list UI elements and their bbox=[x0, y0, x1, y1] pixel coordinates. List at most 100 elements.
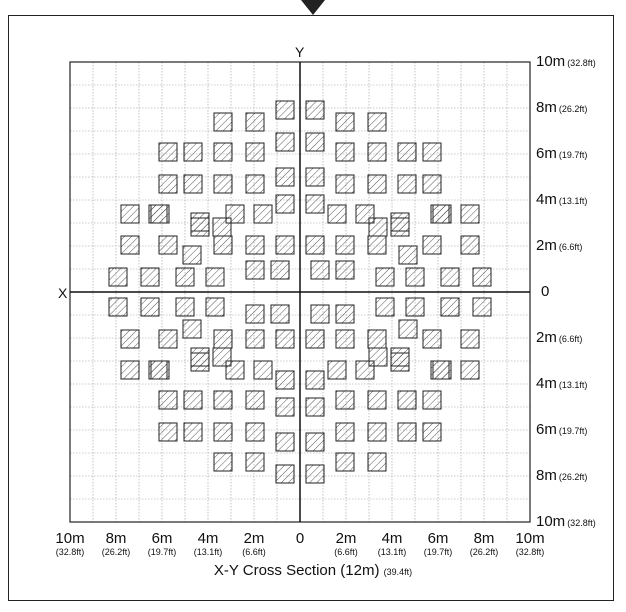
hatched-square bbox=[422, 329, 442, 349]
right-scale-sub: (19.7ft) bbox=[558, 150, 588, 160]
hatched-square bbox=[305, 235, 325, 255]
hatched-square bbox=[182, 245, 202, 265]
right-scale-sub: (32.8ft) bbox=[567, 58, 596, 68]
hatched-square bbox=[120, 204, 140, 224]
hatched-square bbox=[213, 142, 233, 162]
right-scale-label: 0 bbox=[541, 284, 551, 300]
right-scale-label: 2m (6.6ft) bbox=[536, 238, 582, 254]
caption: X-Y Cross Section (12m) (39.4ft) bbox=[0, 562, 626, 579]
hatched-square bbox=[213, 112, 233, 132]
right-scale-sub: (26.2ft) bbox=[558, 104, 588, 114]
right-scale-label: 2m (6.6ft) bbox=[536, 330, 582, 346]
hatched-square bbox=[460, 235, 480, 255]
right-scale-value: 2m bbox=[536, 329, 557, 346]
bottom-scale-value: 6m bbox=[427, 530, 449, 547]
hatched-square bbox=[305, 397, 325, 417]
right-scale-label: 8m (26.2ft) bbox=[536, 100, 587, 116]
bottom-scale-label: 4m (13.1ft) bbox=[367, 531, 417, 557]
hatched-square bbox=[275, 132, 295, 152]
diagram-frame bbox=[8, 15, 614, 601]
hatched-square bbox=[367, 422, 387, 442]
hatched-square bbox=[275, 370, 295, 390]
right-scale-sub: (13.1ft) bbox=[558, 196, 588, 206]
hatched-square bbox=[245, 452, 265, 472]
bottom-scale-value: 10m bbox=[55, 530, 85, 547]
hatched-square bbox=[460, 329, 480, 349]
hatched-square bbox=[327, 204, 347, 224]
hatched-square bbox=[310, 304, 330, 324]
hatched-square bbox=[367, 329, 387, 349]
hatched-square bbox=[275, 397, 295, 417]
bottom-scale-value: 2m bbox=[335, 530, 357, 547]
bottom-scale-value: 0 bbox=[295, 530, 305, 547]
hatched-square bbox=[108, 267, 128, 287]
hatched-square bbox=[335, 174, 355, 194]
hatched-square bbox=[275, 235, 295, 255]
hatched-square bbox=[183, 390, 203, 410]
x-axis-name: X bbox=[58, 285, 68, 301]
bottom-scale-sub: (26.2ft) bbox=[101, 547, 131, 557]
right-scale-sub: (26.2ft) bbox=[558, 472, 588, 482]
hatched-square bbox=[305, 370, 325, 390]
hatched-square bbox=[460, 360, 480, 380]
y-axis-name: Y bbox=[295, 44, 305, 60]
hatched-square bbox=[212, 217, 232, 237]
down-arrow-icon bbox=[301, 0, 325, 15]
hatched-square bbox=[367, 452, 387, 472]
hatched-square bbox=[335, 112, 355, 132]
hatched-square bbox=[275, 329, 295, 349]
hatched-square bbox=[120, 235, 140, 255]
bottom-scale-sub: (6.6ft) bbox=[242, 547, 266, 557]
hatched-square bbox=[305, 132, 325, 152]
hatched-square bbox=[245, 235, 265, 255]
bottom-scale-sub: (32.8ft) bbox=[55, 547, 85, 557]
hatched-square bbox=[305, 432, 325, 452]
hatched-square bbox=[245, 329, 265, 349]
hatched-square bbox=[140, 297, 160, 317]
bottom-scale-sub: (19.7ft) bbox=[147, 547, 177, 557]
hatched-square bbox=[310, 260, 330, 280]
caption-title: X-Y Cross Section (12m) bbox=[213, 562, 380, 579]
bottom-scale-sub: (19.7ft) bbox=[423, 547, 453, 557]
bottom-scale-value: 6m bbox=[151, 530, 173, 547]
caption-sub: (39.4ft) bbox=[383, 567, 413, 577]
hatched-square bbox=[213, 452, 233, 472]
hatched-square bbox=[305, 167, 325, 187]
hatched-square bbox=[335, 260, 355, 280]
bottom-scale-value: 4m bbox=[197, 530, 219, 547]
hatched-square bbox=[182, 319, 202, 339]
hatched-square bbox=[245, 142, 265, 162]
hatched-square bbox=[397, 390, 417, 410]
right-scale-value: 6m bbox=[536, 421, 557, 438]
hatched-square bbox=[367, 390, 387, 410]
hatched-square bbox=[270, 260, 290, 280]
hatched-square bbox=[375, 267, 395, 287]
right-scale-value: 4m bbox=[536, 191, 557, 208]
hatched-square bbox=[190, 347, 210, 367]
bottom-scale-label: 10m (32.8ft) bbox=[45, 531, 95, 557]
bottom-scale-value: 8m bbox=[105, 530, 127, 547]
hatched-square bbox=[120, 329, 140, 349]
bottom-scale-label: 2m (6.6ft) bbox=[229, 531, 279, 557]
hatched-square bbox=[422, 235, 442, 255]
right-scale-value: 10m bbox=[536, 53, 566, 70]
hatched-square bbox=[368, 217, 388, 237]
bottom-scale-sub: (13.1ft) bbox=[377, 547, 407, 557]
bottom-scale-sub: (13.1ft) bbox=[193, 547, 223, 557]
hatched-square bbox=[158, 235, 178, 255]
hatched-squares bbox=[108, 100, 492, 484]
bottom-scale-label: 8m (26.2ft) bbox=[459, 531, 509, 557]
hatched-square bbox=[305, 100, 325, 120]
hatched-square bbox=[305, 329, 325, 349]
bottom-scale-label: 2m (6.6ft) bbox=[321, 531, 371, 557]
hatched-square bbox=[205, 267, 225, 287]
right-scale-value: 8m bbox=[536, 467, 557, 484]
hatched-square bbox=[158, 390, 178, 410]
hatched-square bbox=[305, 194, 325, 214]
hatched-square bbox=[398, 245, 418, 265]
right-scale-value: 6m bbox=[536, 145, 557, 162]
hatched-square bbox=[212, 347, 232, 367]
hatched-square bbox=[367, 142, 387, 162]
bottom-scale-label: 6m (19.7ft) bbox=[413, 531, 463, 557]
